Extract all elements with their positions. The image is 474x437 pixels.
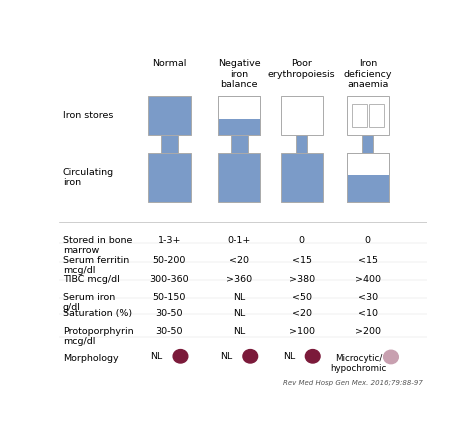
Text: 0: 0 bbox=[299, 236, 305, 245]
Bar bbox=[218, 153, 260, 202]
Bar bbox=[296, 135, 307, 153]
Text: Poor
erythropoiesis: Poor erythropoiesis bbox=[268, 59, 336, 79]
Text: >200: >200 bbox=[355, 327, 381, 336]
Bar bbox=[362, 135, 374, 153]
Bar bbox=[346, 96, 389, 135]
Circle shape bbox=[243, 350, 258, 363]
Text: Stored in bone
marrow: Stored in bone marrow bbox=[63, 236, 132, 255]
Text: <20: <20 bbox=[229, 256, 249, 265]
Text: 30-50: 30-50 bbox=[155, 327, 183, 336]
Text: <20: <20 bbox=[292, 309, 312, 318]
Text: <30: <30 bbox=[358, 293, 378, 302]
Bar bbox=[218, 96, 260, 135]
Text: >400: >400 bbox=[355, 274, 381, 284]
Text: NL: NL bbox=[283, 352, 295, 361]
Text: 50-200: 50-200 bbox=[153, 256, 186, 265]
Text: TIBC mcg/dl: TIBC mcg/dl bbox=[63, 274, 119, 284]
Text: Saturation (%): Saturation (%) bbox=[63, 309, 132, 318]
Text: >360: >360 bbox=[226, 274, 252, 284]
Circle shape bbox=[383, 350, 398, 364]
Text: 1-3+: 1-3+ bbox=[158, 236, 181, 245]
Text: <15: <15 bbox=[292, 256, 312, 265]
Text: >380: >380 bbox=[289, 274, 315, 284]
Text: NL: NL bbox=[233, 293, 246, 302]
Circle shape bbox=[173, 350, 188, 363]
Text: NL: NL bbox=[233, 327, 246, 336]
Text: Morphology: Morphology bbox=[63, 354, 118, 363]
Text: Iron
deficiency
anaemia: Iron deficiency anaemia bbox=[344, 59, 392, 89]
Text: Rev Med Hosp Gen Mex. 2016;79:88-97: Rev Med Hosp Gen Mex. 2016;79:88-97 bbox=[283, 380, 423, 385]
Text: 0: 0 bbox=[365, 236, 371, 245]
Text: 30-50: 30-50 bbox=[155, 309, 183, 318]
Bar bbox=[346, 153, 389, 202]
Bar bbox=[281, 153, 323, 202]
Bar bbox=[218, 118, 260, 135]
Bar bbox=[148, 96, 191, 135]
Text: Serum iron
g/dl: Serum iron g/dl bbox=[63, 293, 115, 312]
Text: Iron stores: Iron stores bbox=[63, 111, 113, 120]
Text: 300-360: 300-360 bbox=[150, 274, 189, 284]
Text: Circulating
iron: Circulating iron bbox=[63, 168, 114, 187]
Text: Negative
iron
balance: Negative iron balance bbox=[218, 59, 261, 89]
Text: Normal: Normal bbox=[152, 59, 187, 68]
Bar bbox=[352, 104, 367, 127]
Text: Microcytic/
hypochromic: Microcytic/ hypochromic bbox=[330, 354, 387, 373]
Text: NL: NL bbox=[150, 352, 163, 361]
Bar bbox=[369, 104, 384, 127]
Bar bbox=[218, 96, 260, 135]
Text: 50-150: 50-150 bbox=[153, 293, 186, 302]
Text: <10: <10 bbox=[358, 309, 378, 318]
Text: 0-1+: 0-1+ bbox=[228, 236, 251, 245]
Text: NL: NL bbox=[220, 352, 233, 361]
Text: Serum ferritin
mcg/dl: Serum ferritin mcg/dl bbox=[63, 256, 129, 275]
Bar bbox=[161, 135, 178, 153]
Text: <50: <50 bbox=[292, 293, 312, 302]
Bar bbox=[281, 96, 323, 135]
Bar bbox=[346, 175, 389, 202]
Text: NL: NL bbox=[233, 309, 246, 318]
Bar bbox=[346, 153, 389, 202]
Text: <15: <15 bbox=[358, 256, 378, 265]
Text: >100: >100 bbox=[289, 327, 315, 336]
Bar bbox=[148, 153, 191, 202]
Text: Protoporphyrin
mcg/dl: Protoporphyrin mcg/dl bbox=[63, 327, 134, 346]
Bar bbox=[231, 135, 247, 153]
Circle shape bbox=[305, 350, 320, 363]
